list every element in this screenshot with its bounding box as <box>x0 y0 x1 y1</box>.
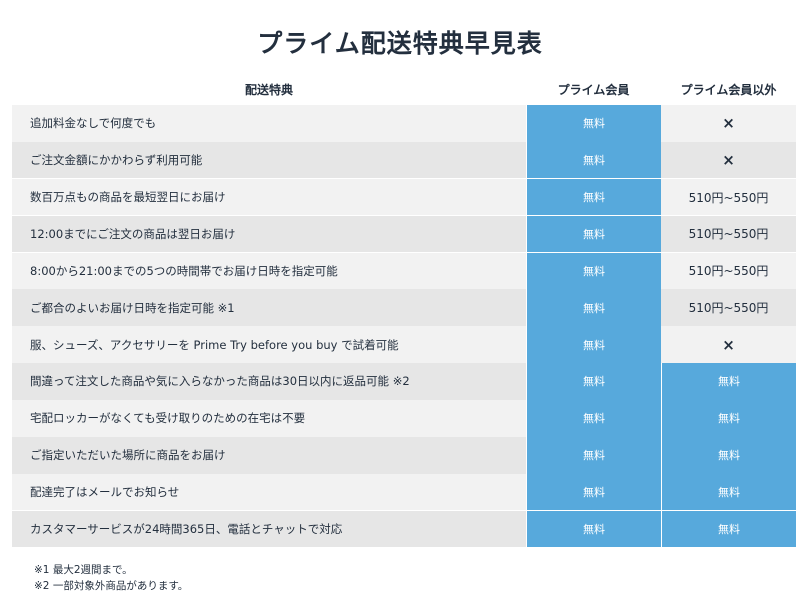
page-title: プライム配送特典早見表 <box>257 29 543 58</box>
prime-value: 無料 <box>526 473 661 511</box>
feature-label: 数百万点もの商品を最短翌日にお届け <box>12 178 526 216</box>
non-prime-value: 無料 <box>661 363 796 400</box>
non-prime-value: 510円~550円 <box>661 178 796 216</box>
comparison-table: 配送特典 プライム会員 プライム会員以外 追加料金なしで何度でも 無料 × ご注文金額… <box>12 74 796 548</box>
non-prime-value: 510円~550円 <box>661 252 796 290</box>
non-prime-value: × <box>661 105 796 142</box>
table-row: 間違って注文した商品や気に入らなかった商品は30日以内に返品可能 ※2 無料 無料 <box>12 363 796 400</box>
feature-label: カスタマーサービスが24時間365日、電話とチャットで対応 <box>12 510 526 548</box>
feature-label: 12:00までにご注文の商品は翌日お届け <box>12 215 526 253</box>
prime-value: 無料 <box>526 363 661 400</box>
footnotes: ※1 最大2週間まで。 ※2 一部対象外商品があります。 <box>34 562 188 594</box>
prime-value: 無料 <box>526 510 661 548</box>
feature-label: ご都合のよいお届け日時を指定可能 ※1 <box>12 289 526 326</box>
prime-value: 無料 <box>526 178 661 216</box>
non-prime-value: 無料 <box>661 437 796 474</box>
cross-icon: × <box>722 335 735 354</box>
table-row: 宅配ロッカーがなくても受け取りのための在宅は不要 無料 無料 <box>12 400 796 437</box>
feature-label: 宅配ロッカーがなくても受け取りのための在宅は不要 <box>12 400 526 437</box>
table-row: 8:00から21:00までの5つの時間帯でお届け日時を指定可能 無料 510円~55… <box>12 252 796 290</box>
cross-icon: × <box>722 114 735 133</box>
prime-value: 無料 <box>526 437 661 474</box>
header-non-prime: プライム会員以外 <box>680 82 777 97</box>
prime-value: 無料 <box>526 141 661 179</box>
table-body: 追加料金なしで何度でも 無料 × ご注文金額にかかわらず利用可能 無料 × 数百万点もの商品… <box>12 105 796 548</box>
feature-label: 8:00から21:00までの5つの時間帯でお届け日時を指定可能 <box>12 252 526 290</box>
table-row: 数百万点もの商品を最短翌日にお届け 無料 510円~550円 <box>12 178 796 216</box>
table-row: カスタマーサービスが24時間365日、電話とチャットで対応 無料 無料 <box>12 510 796 548</box>
prime-value: 無料 <box>526 400 661 437</box>
feature-label: ご注文金額にかかわらず利用可能 <box>12 141 526 179</box>
prime-value: 無料 <box>526 289 661 326</box>
table-header: 配送特典 プライム会員 プライム会員以外 <box>12 74 796 104</box>
prime-value: 無料 <box>526 326 661 363</box>
non-prime-value: × <box>661 326 796 363</box>
prime-value: 無料 <box>526 215 661 253</box>
non-prime-value: 無料 <box>661 473 796 511</box>
non-prime-value: × <box>661 141 796 179</box>
feature-label: 服、シューズ、アクセサリーを Prime Try before you buy … <box>12 326 526 363</box>
table-row: ご注文金額にかかわらず利用可能 無料 × <box>12 141 796 179</box>
table-row: ご指定いただいた場所に商品をお届け 無料 無料 <box>12 437 796 474</box>
table-row: 12:00までにご注文の商品は翌日お届け 無料 510円~550円 <box>12 215 796 253</box>
non-prime-value: 無料 <box>661 400 796 437</box>
footnote-1: ※1 最大2週間まで。 <box>34 564 133 576</box>
feature-label: 間違って注文した商品や気に入らなかった商品は30日以内に返品可能 ※2 <box>12 363 526 400</box>
cross-icon: × <box>722 151 735 170</box>
non-prime-value: 510円~550円 <box>661 215 796 253</box>
table-row: 配達完了はメールでお知らせ 無料 無料 <box>12 473 796 511</box>
header-feature: 配送特典 <box>244 82 293 97</box>
non-prime-value: 無料 <box>661 510 796 548</box>
footnote-2: ※2 一部対象外商品があります。 <box>34 580 189 592</box>
header-prime: プライム会員 <box>557 82 630 97</box>
non-prime-value: 510円~550円 <box>661 289 796 326</box>
prime-value: 無料 <box>526 105 661 142</box>
feature-label: 追加料金なしで何度でも <box>12 105 526 142</box>
table-row: 追加料金なしで何度でも 無料 × <box>12 105 796 142</box>
table-row: ご都合のよいお届け日時を指定可能 ※1 無料 510円~550円 <box>12 289 796 326</box>
table-row: 服、シューズ、アクセサリーを Prime Try before you buy … <box>12 326 796 363</box>
prime-value: 無料 <box>526 252 661 290</box>
feature-label: 配達完了はメールでお知らせ <box>12 473 526 511</box>
feature-label: ご指定いただいた場所に商品をお届け <box>12 437 526 474</box>
